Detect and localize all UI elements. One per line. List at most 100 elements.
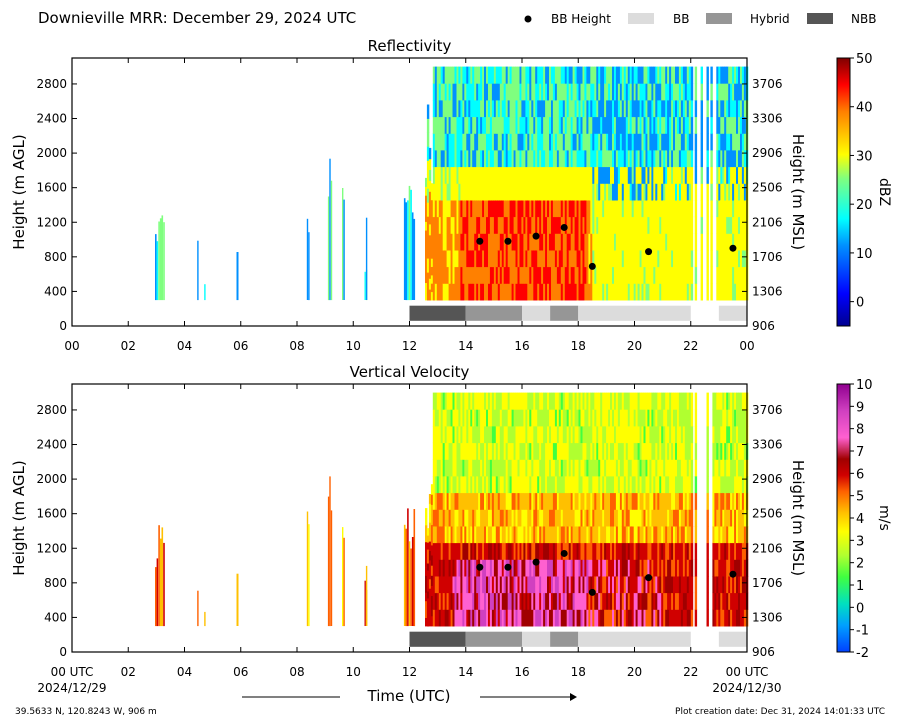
radar-cell — [582, 559, 585, 577]
radar-cell — [637, 183, 640, 201]
radar-cell — [523, 492, 526, 510]
radar-cell — [598, 233, 601, 251]
y2-tick-label: 906 — [752, 645, 775, 659]
radar-cell — [604, 509, 607, 527]
radar-cell — [513, 392, 516, 410]
radar-cell — [515, 542, 518, 560]
radar-cell — [602, 200, 605, 218]
radar-cell — [578, 409, 581, 427]
radar-cell — [675, 509, 678, 527]
radar-cell — [462, 100, 465, 118]
radar-cell — [712, 426, 715, 444]
radar-cell — [619, 166, 623, 184]
radar-cell — [647, 509, 650, 527]
radar-cell — [476, 609, 479, 627]
radar-cell — [468, 133, 471, 151]
radar-cell — [677, 592, 680, 610]
radar-cell — [570, 250, 574, 268]
radar-cell — [446, 233, 449, 251]
panel-title: Reflectivity — [368, 37, 452, 55]
radar-cell — [602, 609, 605, 627]
radar-cell — [734, 100, 737, 118]
radar-cell — [434, 150, 438, 168]
radar-cell — [539, 150, 542, 168]
radar-cell — [549, 150, 552, 168]
radar-cell — [525, 266, 528, 284]
radar-cell — [539, 392, 542, 410]
radar-cell — [493, 542, 497, 560]
radar-cell — [556, 150, 560, 168]
radar-cell — [430, 504, 434, 515]
radar-cell — [675, 609, 678, 627]
radar-cell — [600, 166, 603, 184]
radar-cell — [529, 166, 532, 184]
radar-cell — [511, 426, 514, 444]
radar-cell — [499, 476, 503, 494]
radar-cell — [684, 100, 688, 118]
radar-cell — [615, 592, 619, 610]
radar-cell — [706, 166, 709, 184]
radar-cell — [649, 442, 652, 460]
radar-cell — [501, 392, 505, 410]
radar-cell — [464, 542, 467, 560]
radar-cell — [619, 526, 623, 544]
radar-cell — [517, 100, 520, 118]
radar-cell — [554, 442, 558, 460]
radar-cell — [425, 609, 428, 618]
radar-cell — [515, 476, 518, 494]
radar-cell — [552, 576, 556, 594]
radar-cell — [598, 116, 601, 134]
radar-cell — [531, 492, 534, 510]
radar-cell — [608, 183, 611, 201]
radar-cell — [686, 509, 690, 527]
radar-cell — [673, 426, 676, 444]
radar-cell — [706, 150, 709, 168]
radar-cell — [560, 266, 564, 284]
radar-cell — [468, 283, 471, 301]
radar-cell — [740, 266, 743, 284]
radar-cell — [740, 442, 743, 460]
radar-cell — [720, 542, 723, 560]
radar-cell — [468, 66, 471, 84]
radar-cell — [600, 283, 603, 301]
radar-cell — [488, 100, 491, 118]
radar-cell — [547, 250, 550, 268]
radar-cell — [614, 216, 617, 234]
radar-cell — [446, 392, 449, 410]
radar-cell — [462, 476, 465, 494]
radar-cell — [580, 592, 583, 610]
radar-cell — [450, 150, 453, 168]
radar-cell — [586, 216, 589, 234]
radar-cell — [468, 592, 471, 610]
radar-cell — [574, 166, 577, 184]
radar-cell — [736, 476, 739, 494]
radar-cell — [505, 133, 509, 151]
radar-cell — [588, 392, 591, 410]
radar-cell — [635, 250, 638, 268]
radar-cell — [600, 216, 603, 234]
radar-cell — [625, 542, 629, 560]
radar-cell — [554, 576, 558, 594]
radar-cell — [665, 476, 668, 494]
radar-cell — [580, 476, 583, 494]
radar-cell — [425, 256, 428, 266]
radar-cell — [653, 609, 656, 627]
radar-cell — [688, 476, 692, 494]
radar-cell — [554, 283, 558, 301]
radar-cell — [637, 250, 640, 268]
radar-cell — [527, 183, 530, 201]
radar-cell — [686, 216, 690, 234]
radar-cell — [657, 166, 660, 184]
radar-cell — [669, 283, 672, 301]
radar-cell — [665, 609, 668, 627]
radar-cell — [519, 233, 522, 251]
radar-cell — [527, 166, 530, 184]
radar-cell — [434, 233, 438, 251]
radar-cell — [667, 250, 670, 268]
radar-cell — [501, 66, 505, 84]
radar-cell — [680, 559, 684, 577]
radar-cell — [741, 150, 745, 168]
radar-cell — [671, 492, 674, 510]
radar-cell — [724, 409, 727, 427]
radar-cell — [643, 166, 646, 184]
